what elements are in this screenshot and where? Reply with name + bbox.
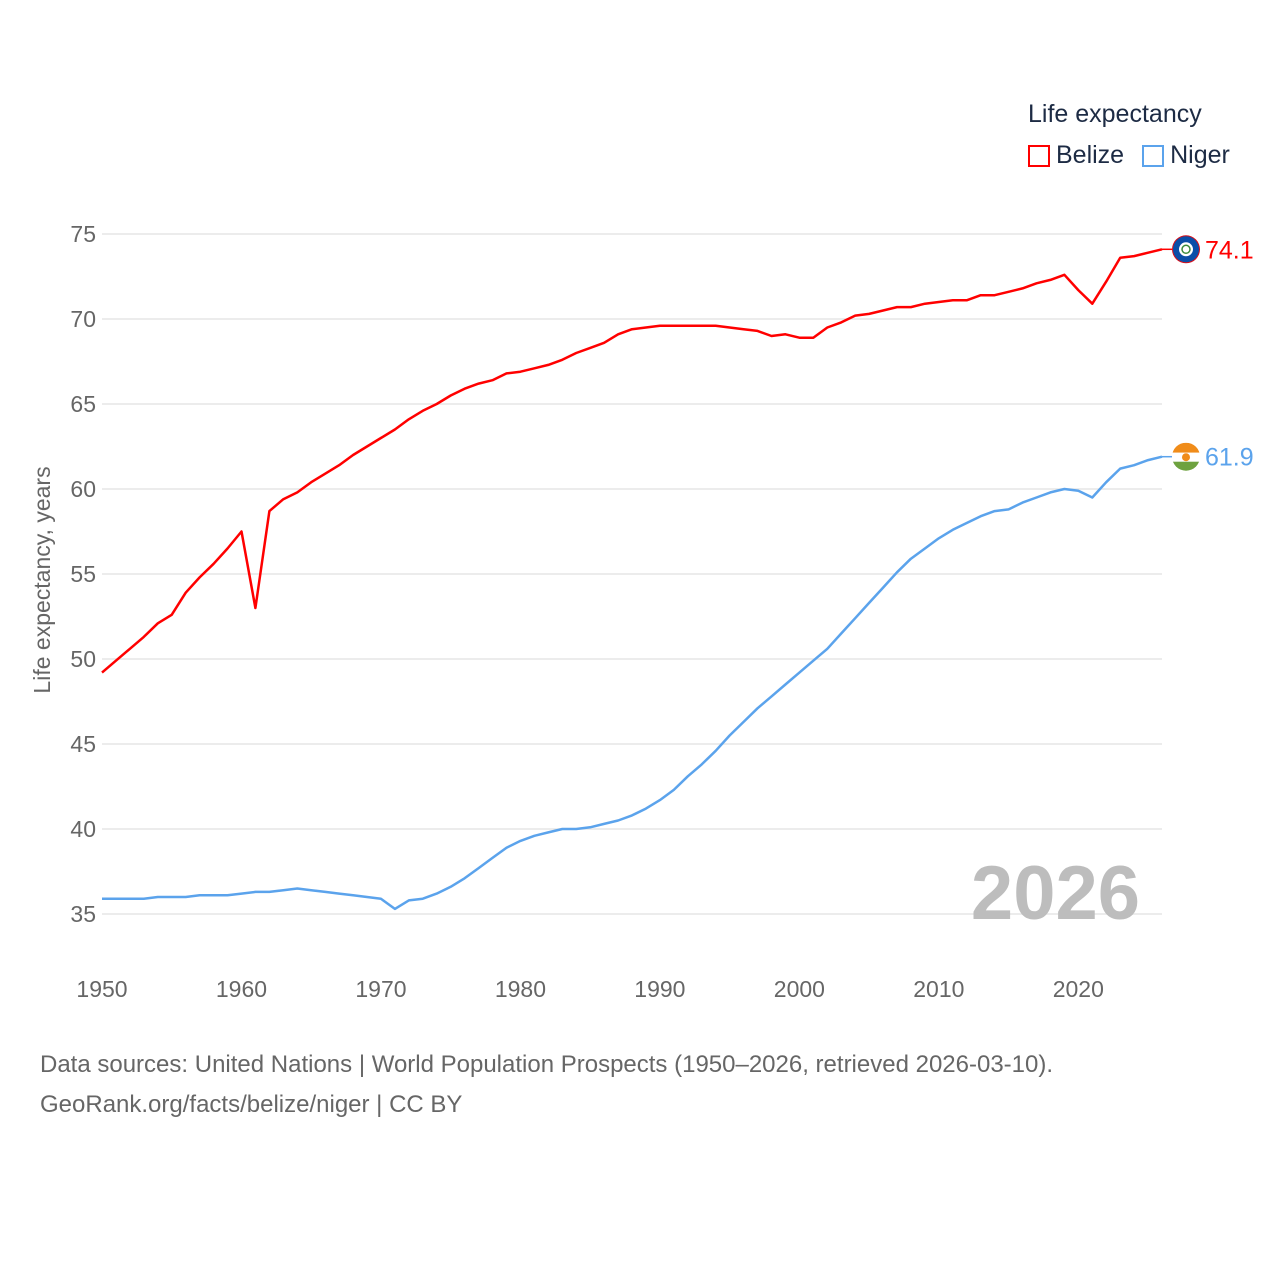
- y-axis-label: Life expectancy, years: [29, 466, 55, 693]
- belize-flag-icon: [1172, 235, 1200, 264]
- legend-label-belize: Belize: [1056, 141, 1125, 169]
- series-line-niger[interactable]: [102, 455, 1163, 911]
- y-tick-label: 50: [70, 646, 96, 672]
- source-note: Data sources: United Nations | World Pop…: [40, 1045, 1053, 1125]
- x-tick-label: 2010: [913, 976, 964, 1002]
- source-line-1: Data sources: United Nations | World Pop…: [40, 1051, 1054, 1078]
- y-tick-label: 65: [70, 391, 96, 417]
- y-tick-label: 35: [70, 901, 96, 927]
- y-tick-label: 70: [70, 306, 96, 332]
- end-value-label-niger: 61.9: [1205, 444, 1254, 472]
- x-tick-label: 1970: [355, 976, 406, 1002]
- end-value-label-belize: 74.1: [1205, 236, 1254, 264]
- year-watermark: 2026: [970, 851, 1140, 936]
- x-tick-label: 1980: [495, 976, 546, 1002]
- y-tick-label: 40: [70, 816, 96, 842]
- y-tick-label: 55: [70, 561, 96, 587]
- y-tick-label: 60: [70, 476, 96, 502]
- x-tick-label: 1990: [634, 976, 685, 1002]
- legend-swatch-belize: [1028, 144, 1050, 167]
- y-tick-label: 45: [70, 731, 96, 757]
- source-line-2[interactable]: GeoRank.org/facts/belize/niger | CC BY: [40, 1091, 463, 1118]
- x-tick-label: 1960: [216, 976, 267, 1002]
- x-tick-label: 2020: [1053, 976, 1104, 1002]
- y-tick-label: 75: [70, 221, 96, 247]
- legend-item-niger[interactable]: Niger: [1142, 141, 1230, 170]
- niger-flag-icon: [1172, 442, 1200, 471]
- x-tick-label: 2000: [774, 976, 825, 1002]
- x-tick-label: 1950: [76, 976, 127, 1002]
- legend-swatch-niger: [1142, 144, 1165, 167]
- legend-item-belize[interactable]: Belize: [1028, 141, 1124, 170]
- series-line-belize[interactable]: [101, 248, 1163, 674]
- legend-title: Life expectancy: [1028, 100, 1202, 128]
- legend: Life expectancy Belize Niger: [1028, 100, 1230, 170]
- legend-label-niger: Niger: [1170, 141, 1230, 169]
